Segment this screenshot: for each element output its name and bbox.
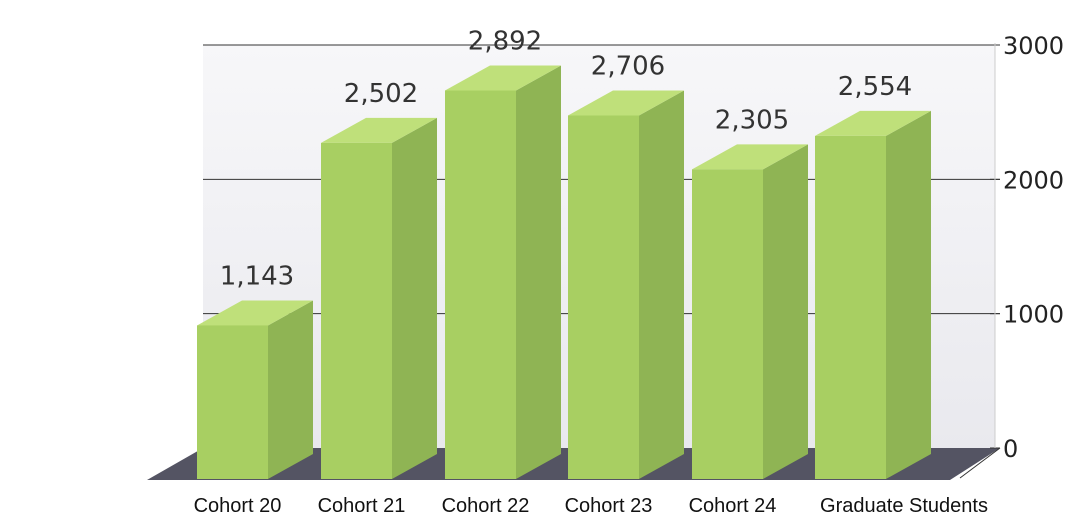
bar-front-face xyxy=(321,142,392,479)
data-label: 2,892 xyxy=(468,27,542,57)
x-tick-label: Cohort 24 xyxy=(689,495,777,517)
bar-top-face xyxy=(568,90,684,116)
bar-side-face xyxy=(639,90,684,479)
bar-front-face xyxy=(692,169,763,479)
data-label: 2,502 xyxy=(344,79,418,109)
bar-front-face xyxy=(815,135,886,480)
bar-front-face xyxy=(445,90,516,480)
bar-front-face xyxy=(197,325,268,479)
bar-3 xyxy=(445,65,561,480)
data-label: 2,305 xyxy=(715,105,789,135)
bar-6 xyxy=(815,110,931,480)
bar-side-face xyxy=(392,117,437,479)
x-tick-label: Graduate Students xyxy=(820,495,988,517)
bar-2 xyxy=(321,117,437,479)
bar-side-face xyxy=(516,65,561,480)
bar-top-face xyxy=(815,110,931,136)
y-tick-label: 2000 xyxy=(1003,166,1064,194)
bar-side-face xyxy=(886,110,931,480)
y-tick-label: 1000 xyxy=(1003,301,1064,329)
x-tick-label: Cohort 20 xyxy=(194,495,282,517)
bar-side-face xyxy=(268,300,313,479)
bar-top-face xyxy=(445,65,561,91)
x-tick-label: Cohort 22 xyxy=(442,495,530,517)
bar-top-face xyxy=(692,144,808,170)
bar-side-face xyxy=(763,144,808,479)
x-tick-label: Cohort 21 xyxy=(318,495,406,517)
data-label: 1,143 xyxy=(220,261,294,291)
x-tick-label: Cohort 23 xyxy=(565,495,653,517)
y-tick-label: 3000 xyxy=(1003,32,1064,60)
y-tick-label: 0 xyxy=(1003,435,1018,463)
data-label: 2,706 xyxy=(591,51,665,81)
zero-level-line xyxy=(959,447,1001,479)
bar-4 xyxy=(568,90,684,479)
bar-front-face xyxy=(568,115,639,479)
bar-1 xyxy=(197,300,313,479)
data-label: 2,554 xyxy=(838,72,912,102)
bar-5 xyxy=(692,144,808,479)
bar-top-face xyxy=(197,300,313,326)
bar-top-face xyxy=(321,117,437,143)
